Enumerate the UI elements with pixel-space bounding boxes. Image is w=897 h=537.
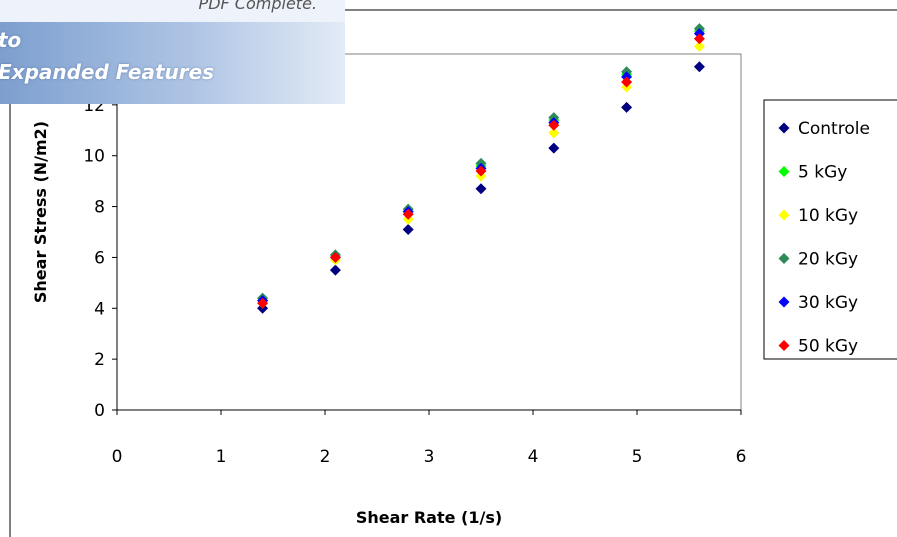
point-10-kgy [693, 40, 705, 52]
point-controle [621, 101, 633, 113]
x-tick-label: 2 [320, 447, 331, 467]
legend-marker-30-kgy [778, 296, 790, 308]
legend-label-5-kgy: 5 kGy [798, 163, 847, 183]
point-controle [548, 142, 560, 154]
point-10-kgy [548, 127, 560, 139]
y-tick-label: 6 [94, 248, 105, 268]
x-tick-label: 1 [216, 447, 227, 467]
point-50-kgy [475, 165, 487, 177]
legend-marker-50-kgy [778, 340, 790, 351]
point-controle [402, 223, 414, 235]
x-tick-label: 3 [424, 447, 435, 467]
axes: 024681012140123456 [83, 45, 746, 467]
y-tick-label: 10 [83, 147, 105, 167]
banner-line-1: to [0, 28, 22, 52]
point-50-kgy [621, 76, 633, 88]
x-tick-label: 5 [632, 447, 643, 467]
point-controle [329, 264, 341, 276]
data-points [257, 23, 705, 314]
banner-line-2: Expanded Features [0, 60, 215, 84]
legend-marker-20-kgy [778, 253, 790, 264]
banner-top-strip: PDF Complete. [0, 0, 345, 23]
legend-marker-controle [778, 122, 790, 134]
banner-top-text: PDF Complete. [198, 0, 317, 13]
legend-label-50-kgy: 50 kGy [798, 337, 858, 357]
legend-box [763, 99, 897, 360]
y-axis-title: Shear Stress (N/m2) [31, 121, 50, 303]
point-50-kgy [693, 33, 705, 45]
legend-marker-10-kgy [778, 209, 790, 221]
x-tick-label: 0 [112, 447, 123, 467]
point-50-kgy [257, 297, 269, 309]
x-tick-label: 4 [528, 447, 539, 467]
y-tick-label: 0 [94, 401, 105, 421]
legend-label-20-kgy: 20 kGy [798, 250, 858, 270]
y-tick-label: 2 [94, 350, 105, 370]
x-axis-title: Shear Rate (1/s) [356, 508, 502, 527]
legend: Controle 5 kGy 10 kGy 20 kGy 30 kGy 50 kGy [778, 119, 870, 357]
point-controle [475, 183, 487, 195]
legend-marker-5-kgy [778, 166, 790, 177]
legend-label-controle: Controle [798, 119, 870, 139]
point-50-kgy [548, 119, 560, 131]
point-controle [693, 61, 705, 73]
y-tick-label: 8 [94, 198, 105, 218]
point-50-kgy [402, 208, 414, 220]
plot-area [116, 53, 742, 411]
x-tick-label: 6 [736, 447, 747, 467]
y-tick-label: 4 [94, 299, 105, 319]
banner-main-strip: to Expanded Features [0, 22, 345, 104]
legend-label-10-kgy: 10 kGy [798, 206, 858, 226]
point-50-kgy [329, 251, 341, 263]
legend-label-30-kgy: 30 kGy [798, 293, 858, 313]
pdf-banner[interactable]: PDF Complete. to Expanded Features [0, 0, 345, 104]
